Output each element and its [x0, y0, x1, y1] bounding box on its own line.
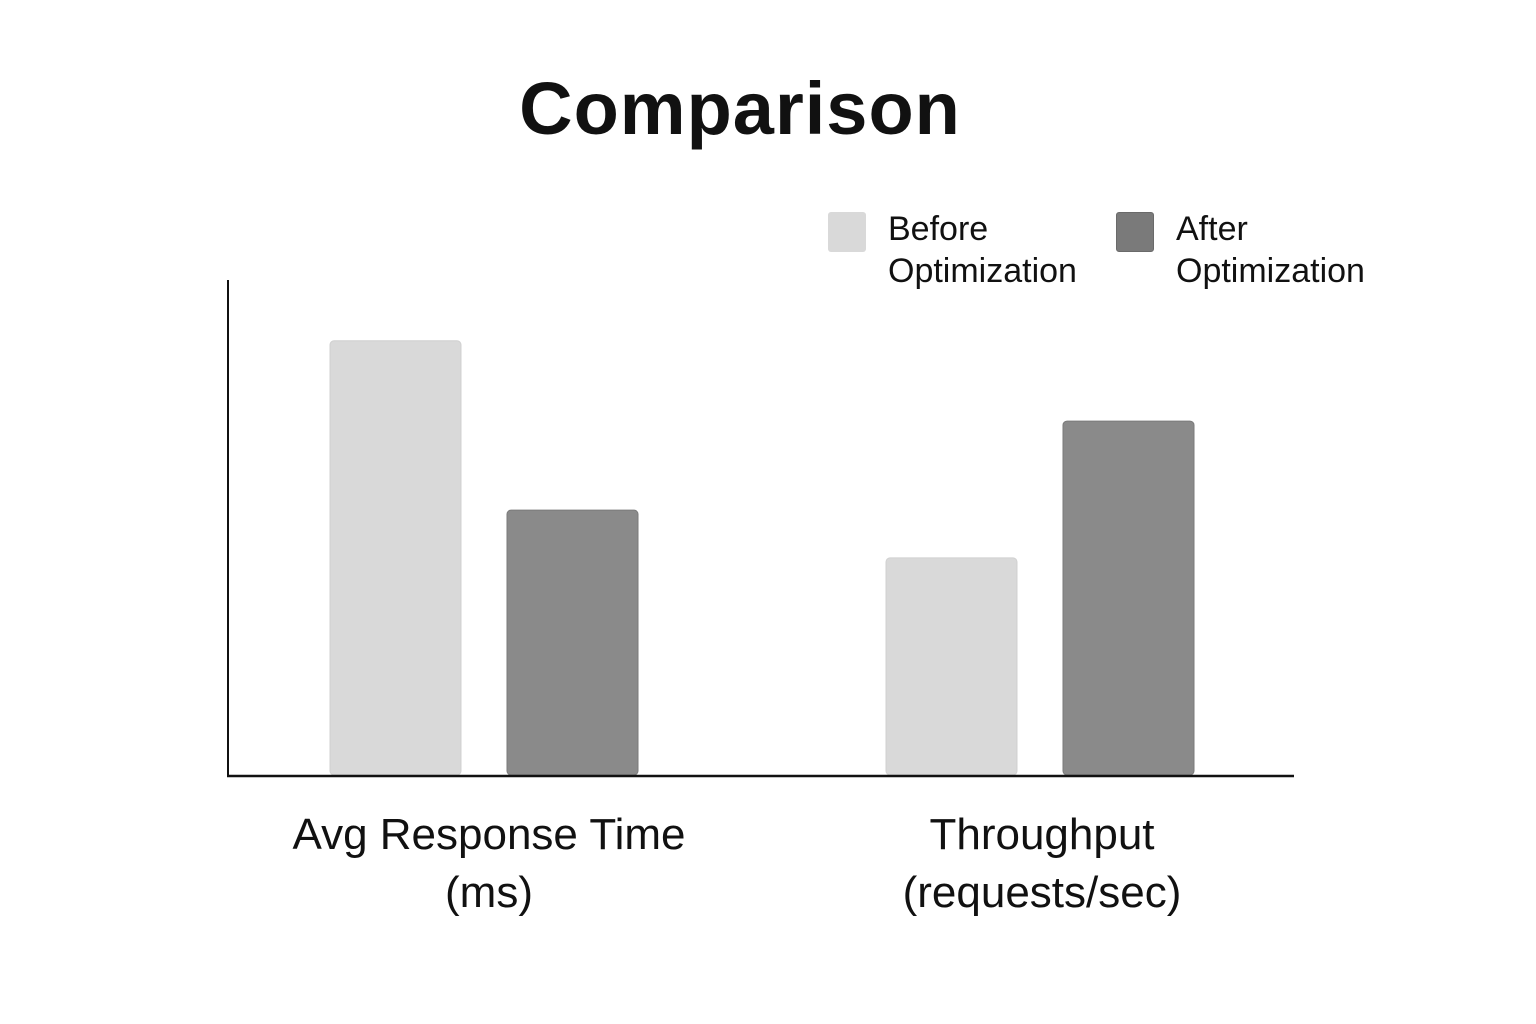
legend-label-after: After Optimization: [1176, 210, 1365, 290]
bar-after-avg-response-time: [506, 509, 639, 776]
chart-title: Comparison: [519, 67, 961, 150]
bar-after-throughput: [1062, 420, 1195, 776]
legend-item-before: Before Optimization: [828, 208, 1128, 292]
bar-before-throughput: [885, 557, 1018, 776]
category-label-throughput: Throughput (requests/sec): [902, 810, 1182, 917]
category-label-avg-response-time: Avg Response Time (ms): [292, 810, 686, 917]
bar-before-avg-response-time: [329, 340, 462, 776]
legend-item-after: After Optimization: [1116, 208, 1416, 292]
bar-group: [329, 340, 1195, 776]
legend-swatch-before: [828, 212, 866, 252]
legend-swatch-after: [1116, 212, 1154, 252]
legend-label-before: Before Optimization: [888, 210, 1077, 290]
